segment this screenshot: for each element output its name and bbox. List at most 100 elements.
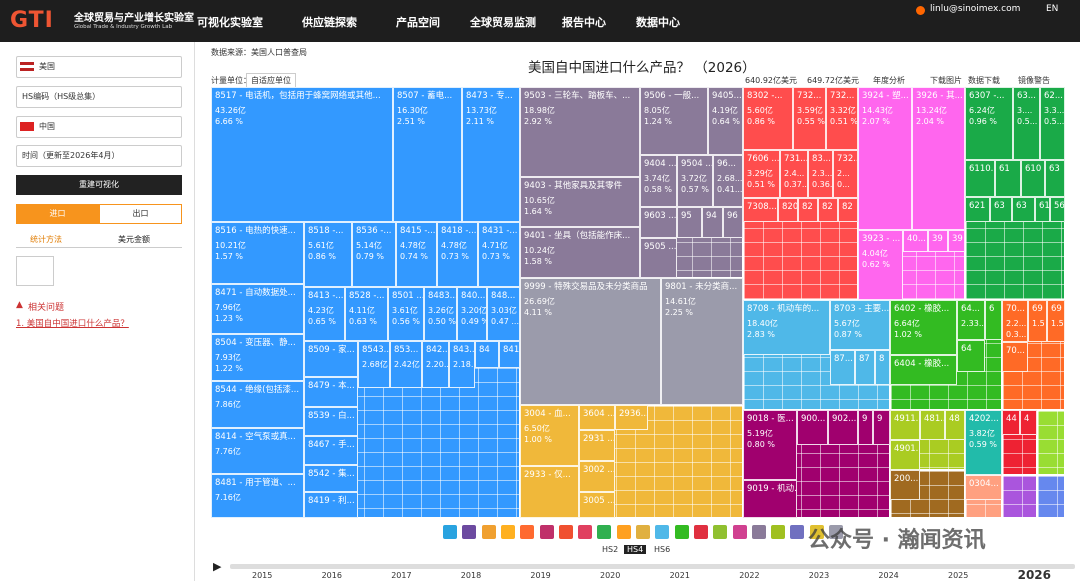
product-icon[interactable]: [655, 525, 670, 539]
year[interactable]: 2019: [530, 571, 551, 580]
tab-import[interactable]: 进口: [16, 204, 99, 224]
year[interactable]: 2024: [878, 571, 899, 580]
treemap-cell[interactable]: 6404 - 橡胶...: [890, 355, 957, 385]
product-icon[interactable]: [790, 525, 805, 539]
treemap-cell[interactable]: 8431 -... 4.71亿 0.73 %: [478, 222, 520, 287]
treemap-cell[interactable]: 64... 2.33...: [957, 300, 985, 340]
treemap-cell[interactable]: 84: [475, 341, 499, 368]
treemap-cell[interactable]: 83... 2.3... 0.36...: [808, 150, 833, 198]
treemap-cell[interactable]: 3923 - ... 4.04亿 0.62 %: [858, 230, 903, 300]
treemap-cell[interactable]: 96... 2.68... 0.41...: [713, 155, 743, 207]
year[interactable]: 2022: [739, 571, 760, 580]
treemap-cell[interactable]: 63: [990, 197, 1012, 222]
treemap-cell[interactable]: 94: [702, 207, 723, 238]
treemap-cell[interactable]: 63... 3.... 0.5...: [1013, 87, 1040, 160]
treemap-cell[interactable]: 96: [723, 207, 743, 238]
treemap-cell[interactable]: 87: [855, 350, 875, 385]
treemap-cell[interactable]: 63: [1045, 160, 1065, 197]
product-icon[interactable]: [829, 525, 843, 539]
treemap-cell[interactable]: 3924 - 塑... 14.43亿 2.07 %: [858, 87, 912, 230]
treemap-cell[interactable]: 853... 2.42亿: [390, 341, 422, 388]
treemap-cell[interactable]: 8544 - 绝缘(包括漆... 7.86亿: [211, 381, 304, 428]
treemap-cell[interactable]: 3005 ...: [579, 492, 615, 518]
treemap-cell[interactable]: 8481 - 用于管道、... 7.16亿: [211, 474, 304, 518]
treemap-cell[interactable]: 7308...: [743, 198, 778, 222]
level[interactable]: HS2: [602, 545, 619, 554]
year[interactable]: 2020: [600, 571, 621, 580]
treemap-cell[interactable]: 69 1.5: [1047, 300, 1065, 342]
treemap-cell[interactable]: 731... 2.4... 0.37...: [780, 150, 808, 198]
treemap-cell[interactable]: 9: [858, 410, 873, 445]
product-icon[interactable]: [693, 525, 708, 539]
treemap-cell[interactable]: 8507 - 蓄电... 16.30亿 2.51 %: [393, 87, 462, 222]
chart-thumb[interactable]: [16, 256, 54, 286]
language[interactable]: EN: [1046, 4, 1059, 14]
treemap-cell[interactable]: 820: [778, 198, 798, 222]
treemap-cell[interactable]: 9999 - 特殊交易品及未分类商品 26.69亿 4.11 %: [520, 278, 661, 405]
year[interactable]: 2021: [669, 571, 690, 580]
treemap-cell[interactable]: 900...: [797, 410, 828, 445]
treemap-cell[interactable]: 87...: [830, 350, 855, 385]
treemap-cell[interactable]: 8708 - 机动车的... 18.40亿 2.83 %: [743, 300, 830, 355]
treemap-cell[interactable]: 9019 - 机动...: [743, 480, 797, 518]
treemap-cell[interactable]: 8302 -... 5.60亿 0.86 %: [743, 87, 793, 150]
treemap-cell[interactable]: 9401 - 坐具（包括能作床... 10.24亿 1.58 %: [520, 227, 640, 278]
treemap-cell[interactable]: 8504 - 变压器、静... 7.93亿 1.22 %: [211, 334, 304, 381]
treemap-cell[interactable]: 481...: [920, 410, 945, 440]
treemap-cell[interactable]: 7606 ... 3.29亿 0.51 %: [743, 150, 780, 198]
treemap-cell[interactable]: 70...: [1002, 342, 1028, 372]
treemap-cell[interactable]: 3926 - 其... 13.24亿 2.04 %: [912, 87, 965, 230]
treemap-cell[interactable]: 8536 -... 5.14亿 0.79 %: [352, 222, 396, 287]
treemap-cell[interactable]: 842... 2.20...: [422, 341, 449, 388]
year[interactable]: 2015: [252, 571, 273, 580]
treemap-cell[interactable]: 40...: [903, 230, 928, 252]
nav-item[interactable]: 报告中心: [562, 16, 606, 29]
product-icon[interactable]: [809, 525, 824, 539]
treemap-cell[interactable]: 0304...: [965, 475, 1002, 500]
treemap-cell[interactable]: 8467 - 手...: [304, 436, 358, 465]
rebuild-button[interactable]: 重建可视化: [16, 175, 182, 195]
treemap-cell[interactable]: 63: [1012, 197, 1035, 222]
treemap-cell[interactable]: 2933 - 仅...: [520, 466, 579, 518]
product-icon[interactable]: [674, 525, 689, 539]
treemap-cell[interactable]: 9: [873, 410, 890, 445]
related-item[interactable]: 1. 美国自中国进口什么产品？: [16, 319, 129, 329]
product-icon[interactable]: [520, 525, 535, 539]
treemap-cell[interactable]: 8: [875, 350, 890, 385]
treemap-cell[interactable]: 8419 - 利...: [304, 492, 358, 518]
year[interactable]: 2023: [808, 571, 830, 580]
treemap-cell[interactable]: 82: [818, 198, 838, 222]
treemap-cell[interactable]: 8518 -... 5.61亿 0.86 %: [304, 222, 352, 287]
treemap-cell[interactable]: 8479 - 本...: [304, 377, 358, 407]
treemap-cell[interactable]: 9506 - 一般... 8.05亿 1.24 %: [640, 87, 708, 155]
play-button[interactable]: ▶: [213, 560, 222, 573]
level[interactable]: HS6: [654, 545, 671, 554]
nav-item[interactable]: 产品空间: [396, 16, 440, 29]
product-icon[interactable]: [481, 525, 496, 539]
treemap-cell[interactable]: 9801 - 未分类商... 14.61亿 2.25 %: [661, 278, 743, 405]
action[interactable]: 年度分析: [873, 76, 905, 85]
treemap-cell[interactable]: 9503 - 三轮车、踏板车、... 18.98亿 2.92 %: [520, 87, 640, 177]
treemap-cell[interactable]: 4202... 3.82亿 0.59 %: [965, 410, 1002, 475]
treemap-cell[interactable]: 732... 3.32亿 0.51 %: [826, 87, 858, 150]
treemap-cell[interactable]: 48: [945, 410, 965, 440]
treemap-cell[interactable]: 848... 3.03亿 0.47 ...: [487, 287, 520, 341]
treemap-cell[interactable]: 2931 ...: [579, 430, 615, 461]
treemap-cell[interactable]: 4: [1020, 410, 1037, 435]
treemap-cell[interactable]: 9405... 4.19亿 0.64 %: [708, 87, 743, 155]
product-icon[interactable]: [500, 525, 515, 539]
product-icon[interactable]: [713, 525, 728, 539]
treemap-cell[interactable]: 9504 ... 3.72亿 0.57 %: [677, 155, 713, 207]
product-icon[interactable]: [751, 525, 766, 539]
unit-select[interactable]: 自适应单位: [246, 73, 296, 88]
treemap-cell[interactable]: 61: [995, 160, 1021, 197]
treemap-cell[interactable]: 3604 ...: [579, 405, 615, 430]
product-icon[interactable]: [443, 525, 457, 539]
product-icon[interactable]: [462, 525, 477, 539]
year[interactable]: 2025: [948, 571, 969, 580]
product-icon[interactable]: [539, 525, 554, 539]
treemap-cell[interactable]: 6402 - 橡胶... 6.64亿 1.02 %: [890, 300, 957, 355]
product-icon[interactable]: [616, 525, 631, 539]
treemap-cell[interactable]: 95: [677, 207, 702, 238]
product-icon[interactable]: [636, 525, 650, 539]
